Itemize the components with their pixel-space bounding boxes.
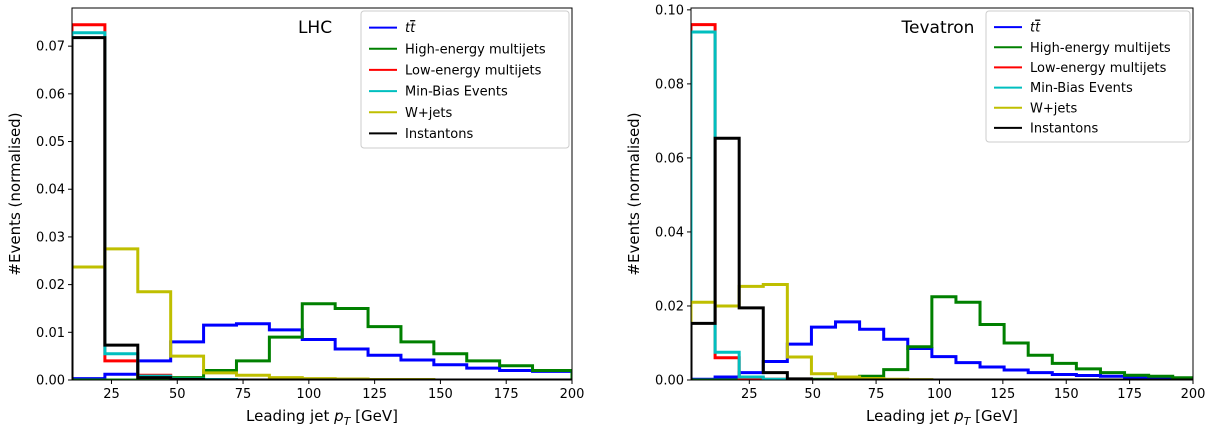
legend: tt High-energy multijets Low-energy multij… bbox=[985, 10, 1191, 143]
series-line-t-t bbox=[72, 322, 572, 380]
x-tick-label: 25 bbox=[103, 387, 120, 402]
x-tick-label: 200 bbox=[1181, 387, 1206, 402]
legend-entry-label: Low-energy multijets bbox=[405, 63, 542, 78]
panel-title: LHC bbox=[298, 18, 332, 38]
x-axis-label: Leading jet pT [GeV] bbox=[866, 407, 1018, 427]
legend-box bbox=[360, 10, 570, 149]
y-tick-label: 0.08 bbox=[655, 77, 684, 92]
y-tick-label: 0.06 bbox=[655, 151, 684, 166]
legend-entry-label: Low-energy multijets bbox=[1030, 61, 1167, 76]
y-tick-label: 0.04 bbox=[655, 225, 684, 240]
x-tick-label: 50 bbox=[804, 387, 821, 402]
x-tick-label: 100 bbox=[927, 387, 952, 402]
y-tick-label: 0.10 bbox=[655, 3, 684, 18]
legend-entry-label: Instantons bbox=[405, 127, 473, 142]
x-tick-label: 50 bbox=[169, 387, 186, 402]
legend-entry-label: Min-Bias Events bbox=[405, 85, 508, 100]
y-axis-label: #Events (normalised) bbox=[6, 112, 24, 275]
series-line-w-jets bbox=[691, 283, 1193, 380]
series-line-instantons bbox=[691, 136, 1193, 380]
legend-entry-label: High-energy multijets bbox=[405, 42, 546, 57]
x-tick-label: 25 bbox=[741, 387, 758, 402]
legend-entry-label: W+jets bbox=[1030, 101, 1077, 116]
legend-box bbox=[985, 10, 1191, 143]
x-tick-label: 75 bbox=[868, 387, 885, 402]
series-group bbox=[691, 23, 1193, 380]
series-line-instantons bbox=[72, 36, 572, 380]
series-line-t-t bbox=[691, 320, 1193, 380]
series-line-high-energy-multijets bbox=[691, 295, 1193, 380]
y-tick-label: 0.05 bbox=[36, 135, 65, 150]
legend-entry-label: tt bbox=[405, 21, 416, 36]
x-tick-label: 150 bbox=[428, 387, 453, 402]
legend-entry-label: High-energy multijets bbox=[1030, 41, 1171, 56]
y-tick-label: 0.00 bbox=[655, 374, 684, 389]
y-tick-label: 0.06 bbox=[36, 87, 65, 102]
y-tick-label: 0.02 bbox=[36, 278, 65, 293]
y-axis-label: #Events (normalised) bbox=[625, 112, 643, 275]
x-axis-label: Leading jet pT [GeV] bbox=[246, 407, 398, 427]
panel-title: Tevatron bbox=[901, 18, 975, 38]
legend-entry-label: Instantons bbox=[1030, 121, 1098, 136]
x-tick-label: 100 bbox=[296, 387, 321, 402]
x-tick-label: 150 bbox=[1054, 387, 1079, 402]
x-tick-label: 75 bbox=[235, 387, 252, 402]
series-line-min-bias-events bbox=[691, 30, 1193, 380]
y-tick-label: 0.03 bbox=[36, 230, 65, 245]
legend-entry-label: W+jets bbox=[405, 106, 452, 121]
y-tick-label: 0.00 bbox=[36, 374, 65, 389]
x-tick-label: 125 bbox=[362, 387, 387, 402]
y-tick-label: 0.04 bbox=[36, 183, 65, 198]
x-tick-label: 200 bbox=[560, 387, 585, 402]
y-tick-label: 0.07 bbox=[36, 40, 65, 55]
plot-frame bbox=[690, 7, 1194, 381]
plot-frame bbox=[71, 7, 573, 381]
x-tick-label: 175 bbox=[494, 387, 519, 402]
x-tick-label: 125 bbox=[990, 387, 1015, 402]
x-tick-label: 175 bbox=[1117, 387, 1142, 402]
y-tick-label: 0.01 bbox=[36, 326, 65, 341]
legend: tt High-energy multijets Low-energy multij… bbox=[360, 10, 570, 149]
y-tick-label: 0.02 bbox=[655, 299, 684, 314]
panel-lhc: 25 50 75 100 125 150 175 200 0.00 0.01 0.02 0.03 0.0… bbox=[6, 7, 585, 427]
legend-entry-label: Min-Bias Events bbox=[1030, 81, 1133, 96]
panel-tevatron: 25 50 75 100 125 150 175 200 0.00 0.02 0.04 0.06 0.0… bbox=[625, 3, 1205, 427]
legend-entry-label: tt bbox=[1030, 21, 1041, 36]
